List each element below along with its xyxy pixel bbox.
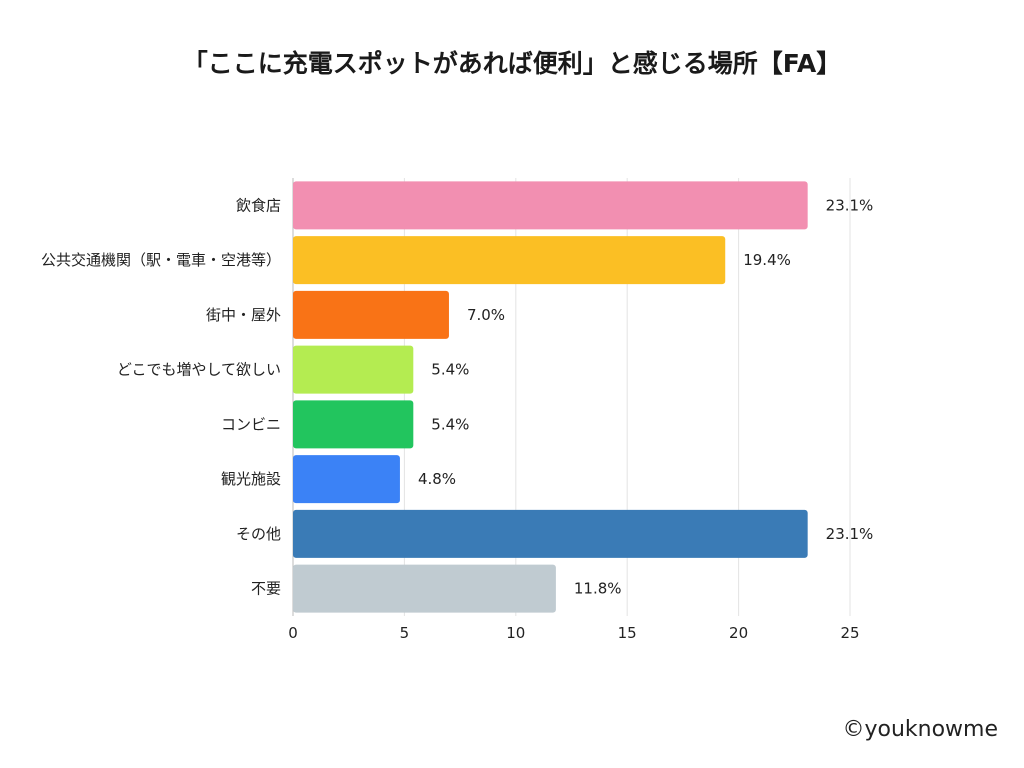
value-label: 11.8% — [574, 580, 622, 598]
x-tick-label: 15 — [618, 624, 637, 642]
value-label: 4.8% — [418, 470, 456, 488]
category-label: 飲食店 — [236, 196, 281, 214]
value-label: 5.4% — [431, 415, 469, 433]
bar-6 — [293, 509, 808, 558]
category-label: どこでも増やして欲しい — [117, 361, 281, 379]
x-tick-label: 25 — [840, 624, 859, 642]
category-label: 不要 — [251, 580, 281, 598]
value-label: 5.4% — [431, 361, 469, 379]
chart-title: 「ここに充電スポットがあれば便利」と感じる場所【FA】 — [183, 49, 842, 78]
bar-0 — [293, 181, 808, 230]
bar-3 — [293, 345, 414, 394]
value-label: 19.4% — [743, 251, 791, 269]
credit-text: ©youknowme — [842, 717, 998, 742]
x-tick-label: 10 — [506, 624, 525, 642]
bar-7 — [293, 564, 556, 613]
value-label: 7.0% — [467, 306, 505, 324]
category-label: その他 — [236, 525, 281, 543]
bars — [293, 181, 808, 613]
category-label: 観光施設 — [221, 470, 281, 488]
bar-1 — [293, 236, 726, 285]
bar-2 — [293, 290, 449, 339]
x-axis-ticks: 0 5 10 15 20 25 — [288, 624, 859, 642]
category-label: コンビニ — [221, 415, 281, 433]
value-labels: 23.1% 19.4% 7.0% 5.4% 5.4% 4.8% 23.1% 11.8% — [418, 196, 873, 597]
x-tick-label: 5 — [400, 624, 410, 642]
value-label: 23.1% — [826, 196, 874, 214]
x-tick-label: 0 — [288, 624, 298, 642]
category-label: 公共交通機関（駅・電車・空港等） — [41, 251, 281, 269]
category-label: 街中・屋外 — [206, 306, 281, 324]
bar-4 — [293, 400, 414, 449]
bar-5 — [293, 455, 400, 504]
x-tick-label: 20 — [729, 624, 748, 642]
value-label: 23.1% — [826, 525, 874, 543]
